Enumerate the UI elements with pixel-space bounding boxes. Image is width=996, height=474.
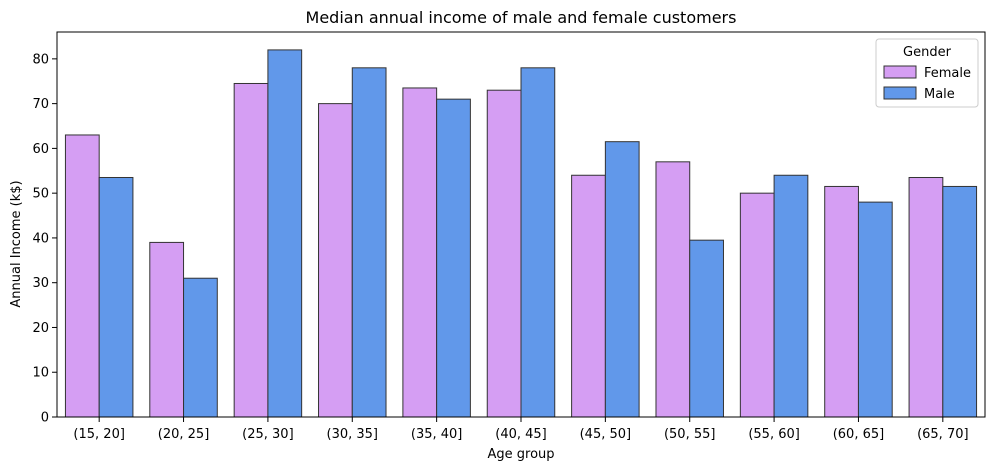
bar-male [183, 277, 218, 418]
chart-title: Median annual income of male and female … [306, 8, 737, 27]
bar-male [351, 67, 387, 418]
legend-swatch-female [883, 65, 917, 79]
legend-label-male: Male [924, 87, 955, 102]
x-tick-label: (15, 20] [73, 427, 125, 442]
bar-male [689, 239, 724, 418]
x-axis: (15, 20] (20, 25] (25, 30] (30, 35] (35, 40]… [73, 417, 969, 442]
y-tick-label: 50 [32, 187, 49, 202]
bar-female [655, 161, 691, 418]
x-tick-label: (40, 45] [495, 427, 547, 442]
plot-frame [56, 31, 986, 418]
legend: Gender Female Male [875, 38, 979, 108]
bar-female [402, 87, 438, 418]
bar-male [942, 185, 978, 418]
bar-female [908, 176, 944, 418]
x-tick-label: (50, 55] [664, 427, 716, 442]
bar-male [773, 174, 809, 418]
bar-male [857, 201, 893, 418]
legend-swatch-male [883, 86, 917, 100]
bar-female [233, 82, 269, 418]
y-tick-label: 70 [32, 97, 49, 112]
bar-female [824, 185, 859, 418]
bar-male [436, 98, 471, 418]
bar-male [267, 49, 303, 418]
x-tick-label: (65, 70] [917, 427, 969, 442]
x-tick-label: (60, 65] [833, 427, 885, 442]
x-tick-label: (30, 35] [327, 427, 379, 442]
legend-title: Gender [903, 45, 952, 60]
bar-female [486, 89, 522, 418]
bar-male [520, 67, 556, 418]
x-tick-label: (35, 40] [411, 427, 463, 442]
y-tick-label: 20 [32, 321, 49, 336]
bars-group [64, 49, 978, 418]
x-tick-label: (25, 30] [242, 427, 294, 442]
bar-female [149, 241, 185, 418]
bar-female [571, 174, 606, 418]
x-tick-label: (55, 60] [748, 427, 800, 442]
x-tick-label: (45, 50] [580, 427, 632, 442]
y-tick-label: 40 [32, 231, 49, 246]
x-axis-label: Age group [487, 447, 554, 462]
bar-female [64, 134, 100, 418]
bar-male [98, 176, 134, 418]
bar-female [318, 103, 353, 418]
y-tick-label: 0 [41, 411, 49, 426]
y-tick-label: 10 [32, 366, 49, 381]
y-tick-label: 60 [32, 142, 49, 157]
legend-label-female: Female [924, 66, 971, 81]
y-tick-label: 80 [32, 52, 49, 67]
y-axis: 0 10 20 30 40 50 60 70 80 [32, 52, 57, 426]
y-axis-label: Annual Income (k$) [9, 180, 24, 307]
bar-female [739, 192, 775, 418]
bar-male [604, 141, 640, 418]
y-tick-label: 30 [32, 276, 49, 291]
x-tick-label: (20, 25] [158, 427, 210, 442]
